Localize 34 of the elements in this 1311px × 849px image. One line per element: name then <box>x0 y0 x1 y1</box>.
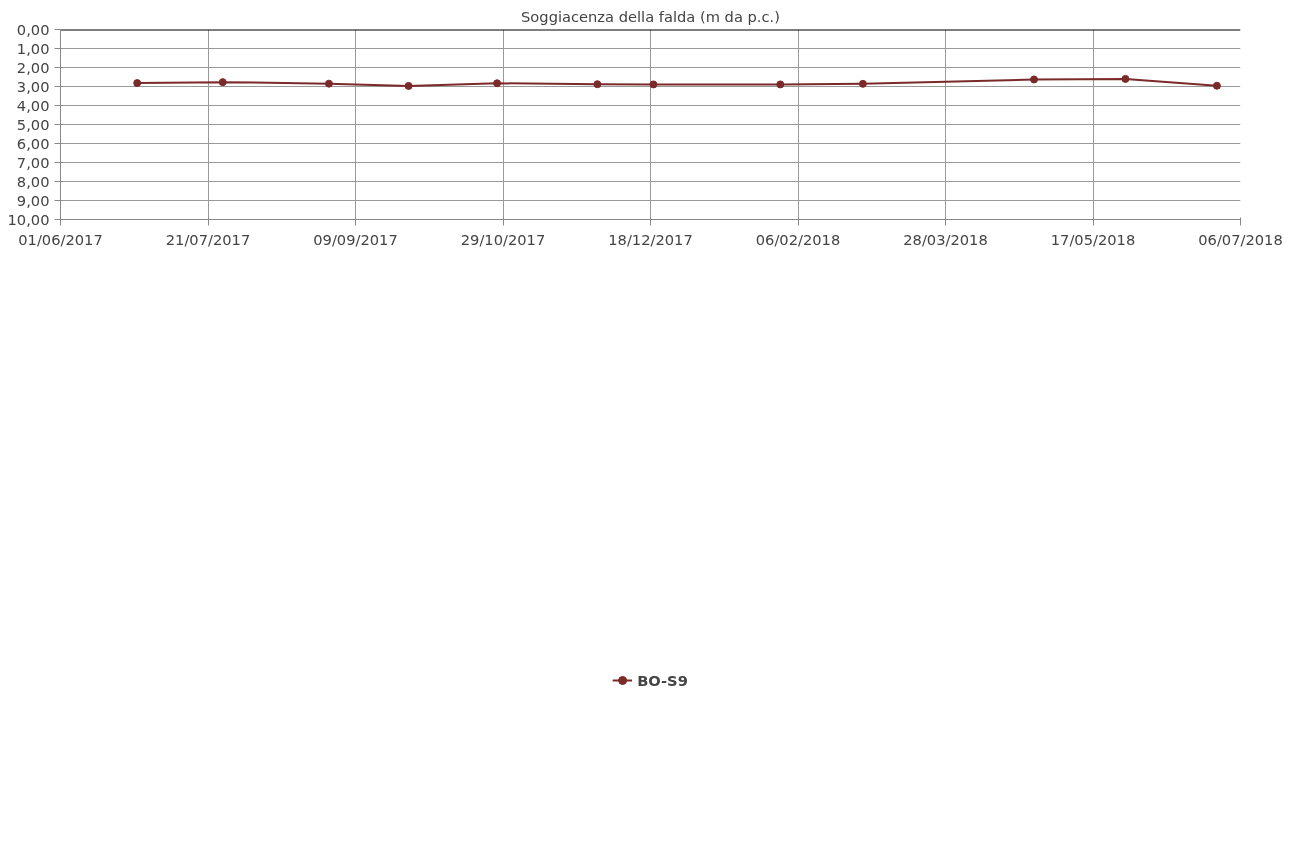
x-tick-label: 06/02/2018 <box>755 230 841 248</box>
point <box>404 81 413 90</box>
y-tick-label: 2,00 <box>16 58 50 76</box>
point <box>1121 74 1130 83</box>
x-tick-label: 06/07/2018 <box>1198 230 1283 248</box>
x-tick-label: 29/10/2017 <box>460 230 546 248</box>
y-tick-label: 9,00 <box>16 191 50 209</box>
point <box>1212 81 1221 90</box>
x-tick-label: 09/09/2017 <box>313 230 398 248</box>
point <box>133 79 142 88</box>
y-tick-label: 1,00 <box>16 39 50 57</box>
y-tick-label: 5,00 <box>16 115 50 133</box>
y-tick-label: 3,00 <box>16 77 50 95</box>
chart-title: Soggiacenza della falda (m da p.c.) <box>521 7 780 25</box>
y-tick-label: 6,00 <box>16 134 50 152</box>
point <box>593 80 602 89</box>
point <box>649 80 658 89</box>
x-tick-label: 17/05/2018 <box>1050 230 1136 248</box>
x-tick-label: 21/07/2017 <box>165 230 251 248</box>
y-tick-label: 10,00 <box>7 210 50 228</box>
point <box>218 78 227 87</box>
point <box>1030 75 1038 84</box>
y-tick-label: 4,00 <box>16 96 50 114</box>
y-tick-label: 8,00 <box>16 172 50 190</box>
x-tick-label: 28/03/2018 <box>903 230 988 248</box>
x-tick-label: 01/06/2017 <box>18 230 103 248</box>
legend-label: BO-S9 <box>637 671 688 689</box>
y-tick-label: 7,00 <box>16 153 50 171</box>
point <box>776 80 785 89</box>
point <box>858 79 867 88</box>
y-tick-label: 0,00 <box>16 20 50 38</box>
point <box>324 79 333 88</box>
point <box>493 79 502 88</box>
x-tick-label: 18/12/2017 <box>608 230 693 248</box>
